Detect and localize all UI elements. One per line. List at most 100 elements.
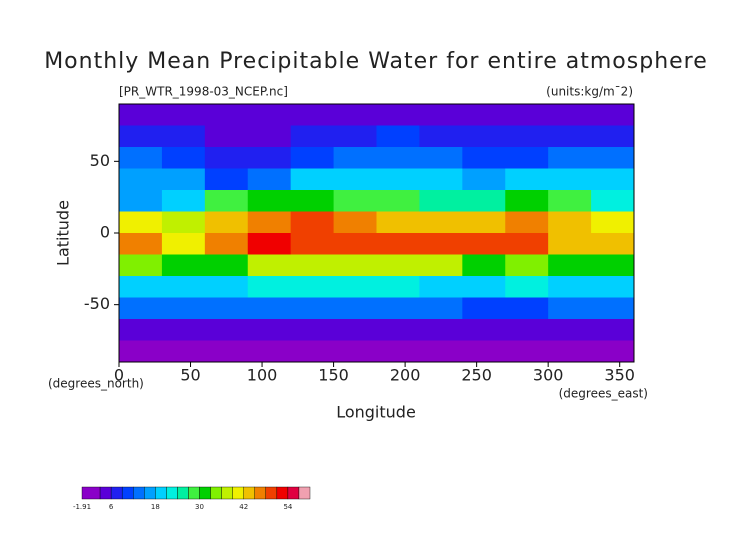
heat-cell [119, 319, 163, 341]
heat-cell [247, 233, 292, 255]
heat-cell [419, 340, 463, 363]
heat-cell [419, 190, 463, 212]
y-tick-label: -50 [84, 294, 110, 313]
colorbar-box [199, 486, 211, 500]
heat-cell [290, 125, 335, 148]
colorbar-box [99, 486, 112, 500]
heat-cell [247, 190, 292, 212]
heat-cell [419, 168, 463, 191]
colorbar-box [210, 486, 222, 500]
heat-cell [290, 319, 335, 341]
heat-cell [419, 104, 463, 126]
heat-cell [119, 125, 163, 148]
heat-cell [247, 211, 292, 234]
heat-cell [462, 340, 506, 363]
colorbar-tick-label: 54 [283, 503, 292, 511]
heat-cell [119, 233, 163, 255]
heat-cell [204, 168, 249, 191]
heat-cell [161, 168, 206, 191]
heat-cell [591, 276, 635, 298]
heat-cell [591, 147, 635, 169]
heat-cell [548, 104, 592, 126]
heat-cell [548, 168, 592, 191]
heat-cell [119, 168, 163, 191]
x-tick-label: 300 [533, 366, 564, 385]
heat-cell [548, 190, 592, 212]
heat-cell [376, 147, 420, 169]
heat-cell [204, 211, 249, 234]
x-tick-label: 50 [180, 366, 200, 385]
heat-cell [161, 233, 206, 255]
heat-cell [290, 104, 335, 126]
chart-title: Monthly Mean Precipitable Water for enti… [44, 49, 708, 74]
heat-cell [119, 211, 163, 234]
heat-cell [376, 168, 420, 191]
x-tick-label: 200 [390, 366, 421, 385]
heat-cell [333, 125, 377, 148]
heat-cell [333, 190, 377, 212]
heat-cell [247, 340, 292, 363]
heat-cell [290, 340, 335, 363]
heat-cell [376, 190, 420, 212]
heat-cell [591, 297, 635, 320]
colorbar-box [110, 486, 123, 500]
heat-cell [505, 104, 549, 126]
heat-cell [247, 168, 292, 191]
heat-cell [333, 297, 377, 320]
heat-cell [333, 340, 377, 363]
heat-cell [419, 276, 463, 298]
heat-cell [204, 104, 249, 126]
heat-cell [247, 297, 292, 320]
heat-cell [161, 276, 206, 298]
heat-cell [548, 125, 592, 148]
colorbar-box [144, 486, 156, 500]
heat-cell [548, 233, 592, 255]
subtitle: [PR_WTR_1998-03_NCEP.nc] [119, 85, 288, 99]
heat-cell [247, 254, 292, 277]
heat-cell [204, 276, 249, 298]
heat-cell [119, 276, 163, 298]
heat-cell [376, 276, 420, 298]
heat-cell [290, 233, 335, 255]
heat-cell [204, 319, 249, 341]
heat-cell [505, 340, 549, 363]
heat-cell [548, 254, 592, 277]
heat-cell [161, 147, 206, 169]
heat-cell [419, 297, 463, 320]
heat-cell [591, 104, 635, 126]
heat-cell [333, 254, 377, 277]
colorbar-box [221, 486, 233, 500]
heat-cell [333, 168, 377, 191]
colorbar-box [188, 486, 200, 500]
heat-cell [548, 211, 592, 234]
heat-cell [591, 168, 635, 191]
heat-cell [505, 276, 549, 298]
heat-cell [591, 340, 635, 363]
heat-cell [505, 147, 549, 169]
heat-cell [290, 147, 335, 169]
heat-cell [119, 104, 163, 126]
colorbar-tick-label: 6 [109, 503, 114, 511]
colorbar-box [265, 486, 278, 500]
heat-cell [376, 233, 420, 255]
colorbar-box [232, 486, 244, 500]
heat-cell [548, 147, 592, 169]
heat-cell [419, 233, 463, 255]
heat-cell [462, 190, 506, 212]
colorbar-tick-label: 30 [195, 503, 204, 511]
heat-cell [161, 319, 206, 341]
x-tick-label: 150 [318, 366, 349, 385]
heat-cell [161, 297, 206, 320]
heat-cell [419, 319, 463, 341]
heat-cell [290, 254, 335, 277]
heat-cell [204, 297, 249, 320]
heat-cell [591, 254, 635, 277]
colorbar-box [81, 486, 101, 500]
heat-cell [376, 297, 420, 320]
x-tick-label: 100 [247, 366, 278, 385]
heat-cell [462, 297, 506, 320]
heat-cell [548, 340, 592, 363]
colorbar-box [133, 486, 145, 500]
colorbar-box [121, 486, 134, 500]
